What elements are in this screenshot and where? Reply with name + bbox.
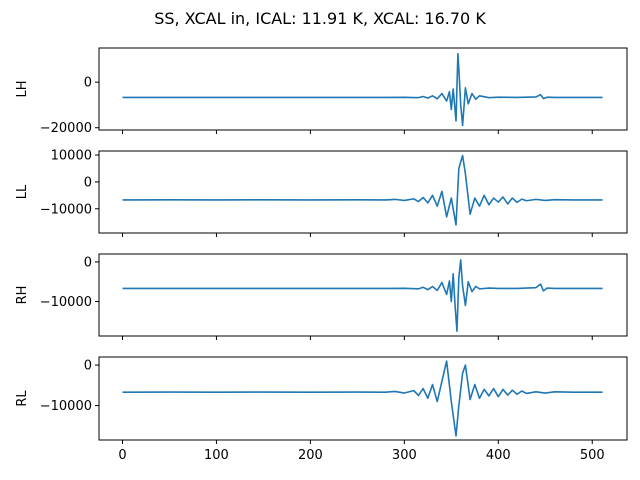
- axes-frame: [98, 47, 628, 131]
- axes-frame: [98, 150, 628, 234]
- subplot-rh: −10000 0 RH: [15, 253, 628, 340]
- subplot-ll: −10000 0 10000 LL: [15, 149, 628, 237]
- x-tick-label: 500: [580, 448, 605, 463]
- y-axis-label: RL: [15, 390, 30, 407]
- y-tick-label: −10000: [40, 399, 92, 414]
- y-axis-label: LL: [15, 184, 30, 199]
- y-axis-label: RH: [15, 286, 30, 305]
- y-tick-label: −20000: [40, 121, 92, 136]
- figure-title: SS, XCAL in, ICAL: 11.91 K, XCAL: 16.70 …: [154, 9, 486, 28]
- y-axis-label: LH: [15, 80, 30, 97]
- subplot-lh: −20000 0 LH: [15, 47, 628, 136]
- y-tick-label: 0: [84, 359, 92, 374]
- y-tick-label: 0: [84, 255, 92, 270]
- x-tick-label: 300: [392, 448, 417, 463]
- axes-frame: [98, 356, 628, 441]
- x-tick-label: 200: [298, 448, 323, 463]
- series-line-rh: [122, 259, 603, 333]
- x-tick-label: 400: [486, 448, 511, 463]
- y-tick-label: 0: [84, 175, 92, 190]
- y-tick-label: 0: [84, 76, 92, 91]
- y-tick-label: −10000: [40, 295, 92, 310]
- y-tick-label: −10000: [40, 202, 92, 217]
- x-tick-label: 0: [118, 448, 126, 463]
- series-line-rl: [122, 360, 603, 437]
- series-line-lh: [122, 52, 603, 127]
- series-line-ll: [122, 154, 603, 226]
- axes-frame: [98, 253, 628, 337]
- y-tick-label: 10000: [51, 149, 92, 164]
- subplot-rl: −10000 0 0 100 200 300 400 500 RL: [15, 356, 628, 463]
- x-tick-label: 100: [204, 448, 229, 463]
